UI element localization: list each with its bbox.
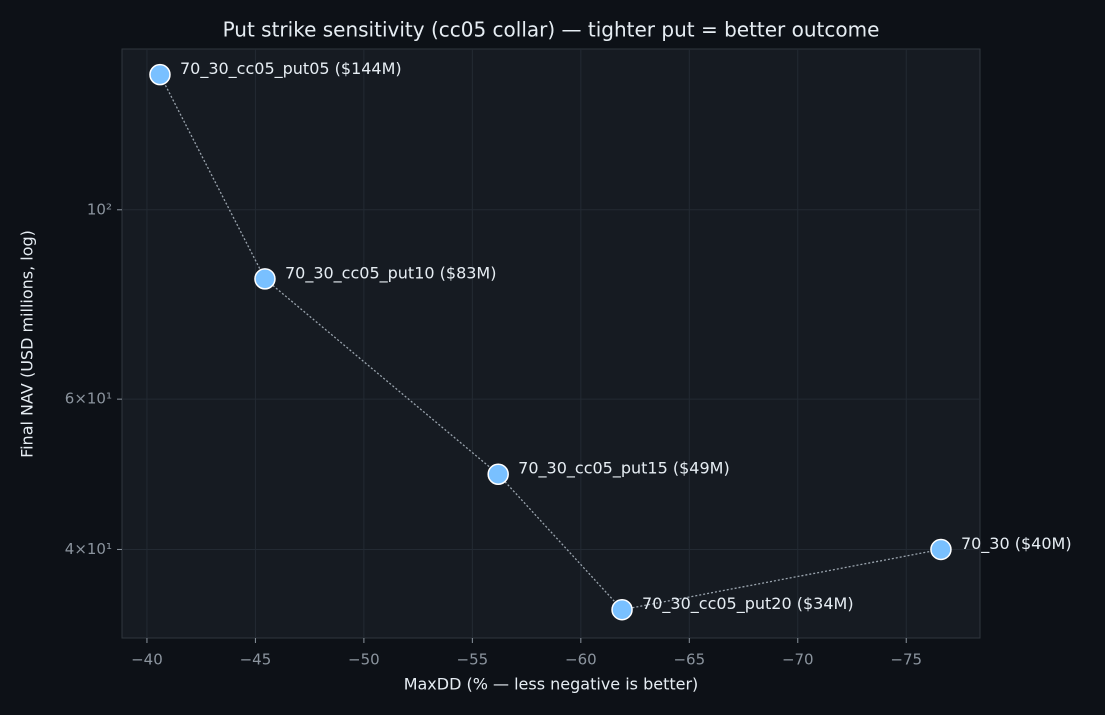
x-tick-label: −75 <box>890 651 922 669</box>
y-tick-label: 4×10¹ <box>65 540 112 558</box>
point <box>930 538 952 561</box>
x-tick-label: −60 <box>565 651 597 669</box>
point-label: 70_30_cc05_put05 ($144M) <box>180 59 402 79</box>
point-label: 70_30_cc05_put15 ($49M) <box>518 459 730 479</box>
y-axis-label: Final NAV (USD millions, log) <box>18 230 37 458</box>
chart-title: Put strike sensitivity (cc05 collar) — t… <box>223 18 880 42</box>
x-tick-label: −55 <box>457 651 489 669</box>
point-label: 70_30 ($40M) <box>961 534 1072 554</box>
x-axis-label: MaxDD (% — less negative is better) <box>404 675 699 694</box>
point <box>254 268 276 290</box>
x-tick-label: −65 <box>673 651 705 669</box>
y-tick-label: 10² <box>87 200 112 218</box>
point-label: 70_30_cc05_put10 ($83M) <box>285 263 497 283</box>
x-tick-label: −70 <box>782 651 814 669</box>
x-tick-label: −45 <box>240 651 272 669</box>
point <box>611 598 633 621</box>
point <box>487 463 509 485</box>
point <box>149 63 171 86</box>
plot-area <box>121 48 981 639</box>
x-tick-label: −50 <box>348 651 380 669</box>
x-tick-label: −40 <box>131 651 163 669</box>
y-tick-label: 6×10¹ <box>65 390 112 408</box>
point-label: 70_30_cc05_put20 ($34M) <box>642 594 854 614</box>
